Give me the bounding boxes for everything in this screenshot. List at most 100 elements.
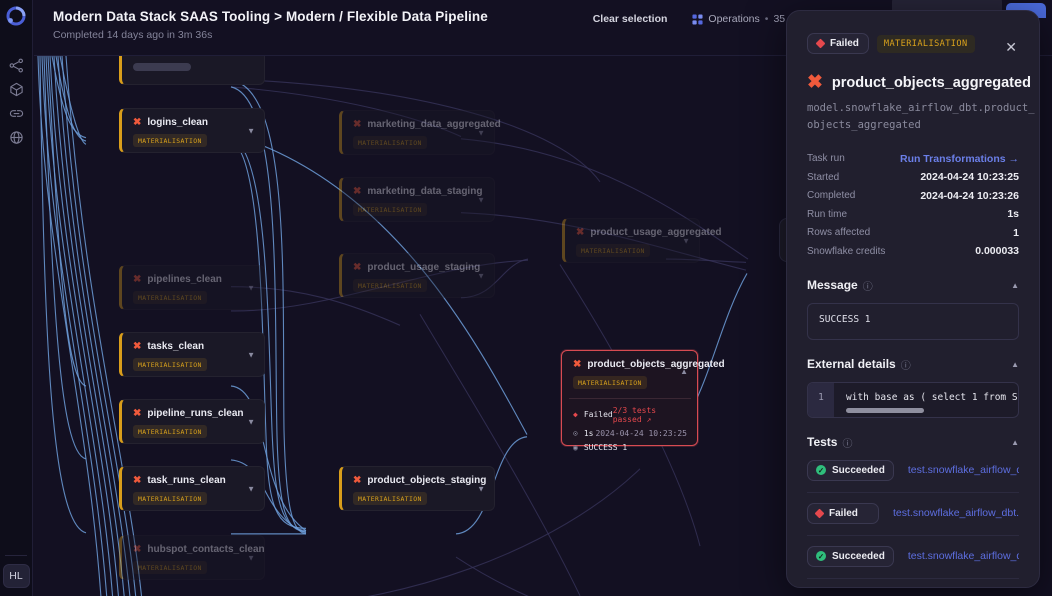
detail-label: Completed (807, 190, 856, 202)
chevron-down-icon[interactable]: ▼ (477, 195, 485, 204)
test-row: Failed test.snowflake_airflow_dbt.not_nu… (807, 493, 1019, 536)
dag-canvas[interactable]: ✖ ✖ logins_clean ▼ MATERIALISATION ✖ mar… (34, 56, 1052, 596)
node-title: marketing_data_staging (367, 186, 483, 197)
chevron-down-icon[interactable]: ▼ (247, 350, 255, 359)
code-line-number: 1 (808, 382, 834, 417)
dbt-icon: ✖ (133, 474, 142, 486)
panel-title: product_objects_aggregated (831, 74, 1031, 91)
clear-selection-button[interactable]: Clear selection (592, 13, 668, 25)
chevron-down-icon[interactable]: ▼ (247, 417, 255, 426)
test-status-badge: ✓ Succeeded (807, 545, 894, 567)
dag-node-product_objects_staging[interactable]: ✖ product_objects_staging ▼ MATERIALISAT… (339, 466, 495, 511)
task-run-link[interactable]: Run Transformations → (899, 152, 1019, 165)
detail-label: Snowflake credits (807, 245, 886, 257)
test-link[interactable]: test.snowflake_airflow_dbt.not_null_pr (893, 507, 1019, 520)
close-icon[interactable]: ✕ (1005, 39, 1017, 55)
chevron-down-icon[interactable]: ▼ (477, 484, 485, 493)
test-link[interactable]: test.snowflake_airflow_dbt.unique_pro (907, 464, 1019, 477)
dbt-icon: ✖ (353, 185, 362, 197)
message-section-title: Message (807, 278, 858, 293)
cube-icon[interactable] (9, 82, 24, 97)
chevron-up-icon[interactable]: ▲ (680, 367, 688, 376)
materialisation-badge: MATERIALISATION (133, 492, 207, 505)
dag-node-pipelines_clean[interactable]: ✖ pipelines_clean ▼ MATERIALISATION (119, 265, 265, 310)
detail-label: Started (807, 171, 840, 183)
status-dot-icon: ◉ (573, 442, 578, 452)
detail-value: 1s (1007, 208, 1019, 221)
sidebar: HL (0, 0, 33, 596)
dag-node-product_usage_staging[interactable]: ✖ product_usage_staging ▼ MATERIALISATIO… (339, 253, 495, 298)
detail-label: Rows affected (807, 227, 871, 239)
dag-node-top-partial[interactable]: ✖ (119, 56, 265, 85)
materialisation-badge: MATERIALISATION (353, 279, 427, 292)
dag-node-pipeline_runs_clean[interactable]: ✖ pipeline_runs_clean ▼ MATERIALISATION (119, 399, 265, 444)
chevron-down-icon[interactable]: ▼ (477, 128, 485, 137)
test-status-badge: ✓ Succeeded (807, 459, 894, 481)
dag-node-product_usage_aggregated[interactable]: ✖ product_usage_aggregated ▼ MATERIALISA… (562, 218, 722, 263)
dag-node-marketing_data_staging[interactable]: ✖ marketing_data_staging ▼ MATERIALISATI… (339, 177, 495, 222)
external-details-section-title: External details (807, 357, 896, 372)
node-title: pipeline_runs_clean (147, 408, 244, 419)
run-details-list: Task run Run Transformations → Started 20… (807, 150, 1019, 261)
dag-node-task_runs_clean[interactable]: ✖ task_runs_clean ▼ MATERIALISATION (119, 466, 265, 511)
dag-edges (37, 56, 749, 596)
sidebar-divider (5, 555, 27, 556)
node-runtime-row: ⊙ 1s 2024-04-24 10:23:25 (573, 428, 687, 438)
collapse-chevron-icon[interactable]: ▲ (1011, 280, 1019, 290)
chevron-down-icon[interactable]: ▼ (247, 553, 255, 562)
dbt-icon: ✖ (133, 273, 142, 285)
link-icon[interactable] (9, 106, 24, 121)
materialisation-badge: MATERIALISATION (133, 134, 207, 147)
tests-summary-link[interactable]: 2/3 tests passed ↗ (612, 405, 657, 424)
message-content: SUCCESS 1 (807, 302, 1019, 340)
test-row: ✓ Succeeded test.snowflake_airflow_dbt.u… (807, 450, 1019, 493)
model-path: model.snowflake_airflow_dbt.product_obje… (807, 102, 1035, 131)
panel-status-badge: Failed (807, 33, 869, 54)
detail-value: 2024-04-24 10:23:25 (920, 171, 1019, 184)
chevron-down-icon[interactable]: ▼ (247, 484, 255, 493)
dbt-icon: ✖ (133, 340, 142, 352)
pipeline-graph-icon[interactable] (9, 58, 24, 73)
dbt-icon: ✖ (353, 118, 362, 130)
test-status-badge: Failed (807, 502, 879, 524)
node-message-row: ◉ SUCCESS 1 (573, 442, 628, 452)
dbt-icon: ✖ (576, 226, 585, 238)
dag-node-marketing_data_aggregated[interactable]: ✖ marketing_data_aggregated ▼ MATERIALIS… (339, 110, 501, 155)
dbt-icon: ✖ (353, 261, 362, 273)
sql-code-block: 1 with base as ( select 1 from SNOWFLAKE (807, 381, 1019, 418)
detail-label: Task run (807, 153, 845, 165)
chevron-down-icon[interactable]: ▼ (682, 236, 690, 245)
operations-grid-icon (692, 13, 703, 25)
tests-list: ✓ Succeeded test.snowflake_airflow_dbt.u… (807, 450, 1019, 579)
chevron-down-icon[interactable]: ▼ (247, 126, 255, 135)
collapse-chevron-icon[interactable]: ▲ (1011, 359, 1019, 369)
materialisation-badge: MATERIALISATION (133, 425, 207, 438)
chevron-down-icon[interactable]: ▼ (247, 283, 255, 292)
materialisation-badge: MATERIALISATION (133, 358, 207, 371)
dag-node-hubspot_contacts_clean[interactable]: ✖ hubspot_contacts_clean ▼ MATERIALISATI… (119, 535, 265, 580)
info-icon: ⓘ (842, 438, 853, 450)
horizontal-scrollbar[interactable] (846, 407, 924, 413)
chevron-down-icon[interactable]: ▼ (477, 271, 485, 280)
code-content[interactable]: with base as ( select 1 from SNOWFLAKE (834, 383, 1018, 417)
dot-separator: • (764, 13, 769, 25)
test-link[interactable]: test.snowflake_airflow_dbt.not_null_pr (907, 550, 1019, 563)
operations-counter: Operations • 35 (692, 13, 785, 25)
materialisation-badge: MATERIALISATION (876, 34, 975, 53)
node-status-row: ◆ Failed 2/3 tests passed ↗ (573, 406, 687, 424)
failed-diamond-icon (815, 38, 826, 49)
operations-count: 35 (773, 13, 786, 25)
detail-row: Rows affected 1 (807, 224, 1019, 243)
skeleton-badge (133, 63, 191, 71)
details-panel: Failed MATERIALISATION ✕ ✖ product_objec… (786, 10, 1040, 588)
collapse-chevron-icon[interactable]: ▲ (1011, 437, 1019, 447)
user-avatar[interactable]: HL (2, 564, 30, 588)
dag-node-tasks_clean[interactable]: ✖ tasks_clean ▼ MATERIALISATION (119, 332, 265, 377)
orchestra-logo-icon[interactable] (6, 6, 26, 26)
dag-node-logins_clean[interactable]: ✖ logins_clean ▼ MATERIALISATION (119, 108, 265, 153)
node-title: logins_clean (147, 117, 208, 128)
dbt-icon: ✖ (573, 358, 582, 370)
globe-icon[interactable] (9, 130, 24, 145)
dag-node-product_objects_aggregated[interactable]: ✖ product_objects_aggregated ▲ MATERIALI… (561, 350, 725, 452)
